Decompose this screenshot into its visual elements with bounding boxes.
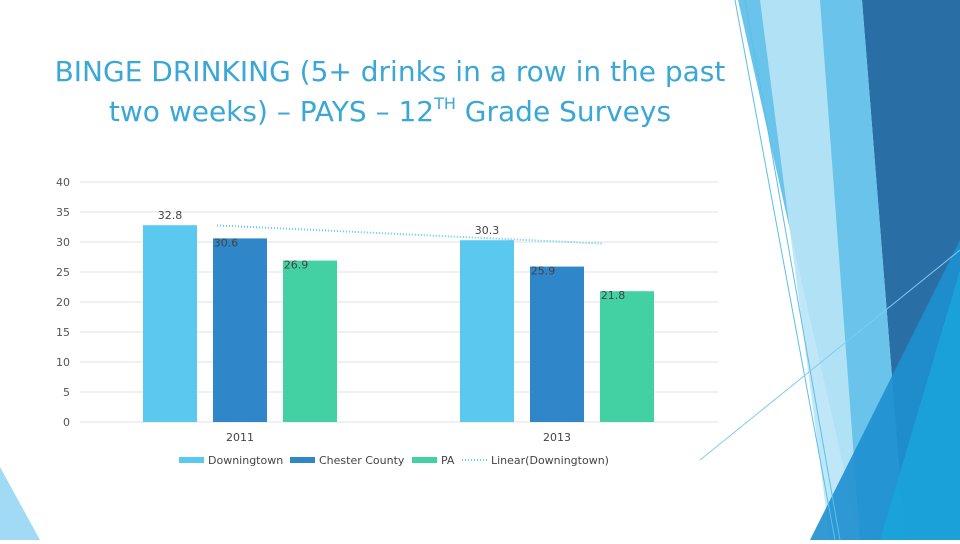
y-tick-label: 10 — [56, 356, 70, 369]
data-label: 25.9 — [531, 265, 556, 278]
legend-swatch-pa — [412, 457, 437, 463]
chart-trendline — [216, 224, 603, 245]
deco-line-1 — [734, 0, 836, 541]
title-main: BINGE DRINKING (5+ drinks in a row in th… — [54, 55, 726, 128]
deco-shape-right-bottom — [880, 270, 960, 540]
data-label: 30.3 — [475, 224, 500, 237]
chart-legend: Downingtown Chester County PA Linear(Downin… — [179, 454, 609, 467]
data-label: 30.6 — [214, 236, 239, 249]
legend-label-downingtown: Downingtown — [208, 454, 283, 467]
deco-line-2 — [744, 0, 841, 541]
bar-chester-county-2011 — [213, 238, 267, 422]
trendline-downingtown — [216, 224, 603, 245]
legend-label-chester-county: Chester County — [319, 454, 405, 467]
legend-label-linear-downingtown: Linear(Downingtown) — [491, 454, 609, 467]
x-tick-label: 2011 — [226, 431, 254, 444]
bar-downingtown-2013 — [460, 240, 514, 422]
chart-data-labels: 32.8 30.6 26.9 30.3 25.9 21.8 — [158, 209, 626, 302]
slide-title: BINGE DRINKING (5+ drinks in a row in th… — [40, 52, 740, 132]
y-tick-label: 15 — [56, 326, 70, 339]
y-tick-label: 0 — [63, 416, 70, 429]
y-tick-label: 20 — [56, 296, 70, 309]
bar-pa-2011 — [283, 260, 337, 422]
y-tick-label: 40 — [56, 176, 70, 189]
y-tick-label: 5 — [63, 386, 70, 399]
y-tick-label: 35 — [56, 206, 70, 219]
chart-x-axis: 2011 2013 — [226, 431, 571, 444]
legend-label-pa: PA — [441, 454, 455, 467]
deco-shape-right-light — [760, 0, 860, 540]
data-label: 32.8 — [158, 209, 183, 222]
legend-swatch-chester-county — [290, 457, 315, 463]
deco-shape-left-bottom — [0, 467, 40, 540]
title-superscript: TH — [434, 94, 456, 113]
data-label: 21.8 — [601, 289, 626, 302]
chart-bars — [143, 225, 654, 422]
y-tick-label: 25 — [56, 266, 70, 279]
bar-pa-2013 — [600, 291, 654, 422]
deco-line-3 — [699, 249, 960, 461]
x-tick-label: 2013 — [543, 431, 571, 444]
legend-swatch-downingtown — [179, 457, 204, 463]
chart-y-axis: 0 5 10 15 20 25 30 35 40 — [56, 176, 70, 429]
bar-chester-county-2013 — [530, 266, 584, 422]
bar-downingtown-2011 — [143, 225, 197, 422]
title-end: Grade Surveys — [455, 95, 672, 128]
y-tick-label: 30 — [56, 236, 70, 249]
data-label: 26.9 — [284, 259, 309, 272]
